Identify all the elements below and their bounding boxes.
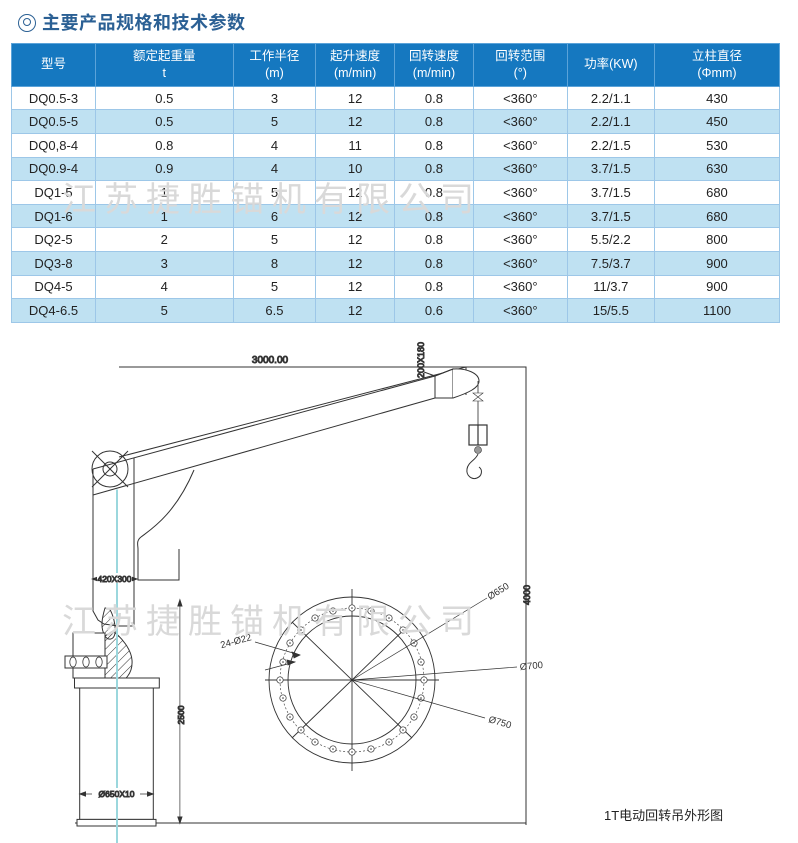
svg-text:Ø650X10: Ø650X10 bbox=[99, 789, 135, 799]
svg-text:3000.00: 3000.00 bbox=[252, 355, 289, 366]
svg-text:Ø750: Ø750 bbox=[487, 714, 512, 731]
svg-text:Ø650: Ø650 bbox=[486, 581, 512, 603]
svg-text:200X180: 200X180 bbox=[416, 342, 426, 378]
svg-text:2500: 2500 bbox=[176, 705, 186, 724]
svg-text:1T电动回转吊外形图: 1T电动回转吊外形图 bbox=[604, 808, 723, 823]
svg-text:24-Ø22: 24-Ø22 bbox=[219, 632, 252, 651]
svg-text:420X300: 420X300 bbox=[97, 574, 131, 584]
svg-text:Ø700: Ø700 bbox=[519, 660, 543, 673]
svg-text:4000: 4000 bbox=[522, 585, 532, 605]
